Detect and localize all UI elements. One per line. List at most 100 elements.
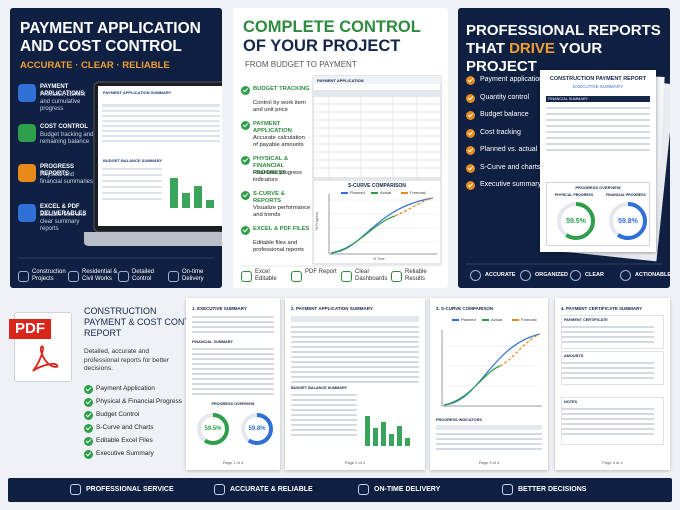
row <box>561 423 654 425</box>
footer-text: Excel Editable <box>255 269 277 282</box>
row <box>546 149 650 151</box>
gauge-arc <box>197 413 229 445</box>
table-head <box>436 425 542 430</box>
row <box>192 393 274 395</box>
page-footer: Page 1 of 4 <box>222 460 244 465</box>
section-title: NOTES <box>564 400 578 404</box>
row <box>192 368 274 370</box>
row <box>291 356 419 358</box>
gauge-value: 59.5% <box>566 217 586 225</box>
title-part: YOUR PROJECT <box>466 40 603 75</box>
feature-title: PHYSICAL & FINANCIAL PROGRESS <box>253 156 289 176</box>
title: PAYMENT APPLICATION AND COST CONTROL <box>20 20 201 56</box>
section-title: FINANCIAL SUMMARY <box>192 340 233 344</box>
report-page: 2. PAYMENT APPLICATION SUMMARY Page 2 of … <box>285 298 425 470</box>
tagline: ACCURATE · CLEAR · RELIABLE <box>20 60 170 71</box>
row <box>561 341 654 343</box>
footer-icon <box>18 271 29 282</box>
title: COMPLETE CONTROL OF YOUR PROJECT <box>243 18 421 56</box>
check <box>241 121 250 130</box>
chart-bar <box>373 428 378 446</box>
bar-icon <box>70 484 81 495</box>
check-item: Executive Summary <box>96 450 154 457</box>
check <box>466 93 475 103</box>
row <box>291 414 357 416</box>
report-page: 4. PAYMENT CERTIFICATE SUMMARY Page 4 of … <box>555 298 670 470</box>
row <box>192 358 274 360</box>
legend-label: Planned <box>461 317 476 322</box>
bar-text: BETTER DECISIONS <box>518 486 587 493</box>
chart-bar <box>365 416 370 446</box>
gauge-arc <box>557 202 595 240</box>
title-line: THAT DRIVE YOUR PROJECT <box>466 40 670 76</box>
bar-text: PROFESSIONAL SERVICE <box>86 486 174 493</box>
subtitle: FROM BUDGET TO PAYMENT <box>245 60 357 69</box>
report-section: FINANCIAL SUMMARY <box>546 96 650 102</box>
check <box>84 424 93 433</box>
title-part: THAT <box>466 40 505 57</box>
chart-title: S-CURVE COMPARISON <box>348 183 406 189</box>
check <box>84 437 93 446</box>
row <box>436 438 542 440</box>
row <box>546 131 650 133</box>
footer-icon <box>341 271 352 282</box>
report-subtitle: EXECUTIVE SUMMARY <box>573 84 623 89</box>
bar-icon <box>358 484 369 495</box>
graphics <box>241 75 442 267</box>
center-panel: COMPLETE CONTROL OF YOUR PROJECT FROM BU… <box>233 8 448 288</box>
footer-icon <box>118 271 129 282</box>
feature-title: S-CURVE & REPORTS <box>253 191 285 204</box>
bar-icon <box>502 484 513 495</box>
footer-text: Residential & Civil Works <box>82 269 118 282</box>
check <box>466 163 475 173</box>
row <box>291 331 419 333</box>
row <box>192 331 274 333</box>
gauge-value: 59.5% <box>204 426 222 432</box>
row <box>561 408 654 410</box>
check-item: S-Curve and Charts <box>96 424 154 431</box>
check-item: Payment Application <box>96 385 155 392</box>
item: S-Curve and charts <box>480 163 541 171</box>
title-line: PAYMENT APPLICATION <box>20 20 201 37</box>
check <box>84 450 93 459</box>
title: PROFESSIONAL REPORTS THAT DRIVE YOUR PRO… <box>466 22 670 76</box>
row <box>291 341 419 343</box>
footer-icon <box>520 270 531 281</box>
footer-text: ORGANIZED <box>535 272 568 278</box>
row <box>192 383 274 385</box>
row <box>436 443 542 445</box>
row <box>291 419 357 421</box>
row <box>291 336 419 338</box>
row <box>291 404 357 406</box>
bottom-bar: PROFESSIONAL SERVICE ACCURATE & RELIABLE O… <box>8 478 672 502</box>
row <box>192 363 274 365</box>
page-title: 2. PAYMENT APPLICATION SUMMARY <box>291 306 373 311</box>
title-line: CONSTRUCTION <box>84 306 157 316</box>
feature-title: EXCEL & PDF DELIVERABLES <box>40 204 87 217</box>
page-footer: Page 2 of 4 <box>344 460 366 465</box>
pdf-icon: PDF <box>9 312 72 382</box>
row <box>291 429 357 431</box>
item: Cost tracking <box>480 128 521 136</box>
feature-text: Budget tracking and remaining balance <box>40 132 94 145</box>
feature-icon <box>18 164 36 182</box>
s-curve <box>441 330 542 407</box>
row <box>546 107 650 109</box>
legend-label: Planned <box>350 190 365 195</box>
feature-title: BUDGET TRACKING <box>253 86 310 92</box>
row <box>291 371 419 373</box>
feature-title: COST CONTROL <box>40 124 88 130</box>
footer-text: Clear Dashboards <box>355 269 388 282</box>
title-line: AND COST CONTROL <box>20 38 182 55</box>
feature-text: Previous, current and cumulative progres… <box>40 92 86 112</box>
row <box>291 381 419 383</box>
item: Planned vs. actual <box>480 146 538 153</box>
footer-text: PDF Report <box>305 269 337 275</box>
title-line: REPORT <box>84 328 122 338</box>
check <box>466 181 475 190</box>
screen-title: PAYMENT APPLICATION SUMMARY <box>103 90 172 95</box>
title-highlight: DRIVE <box>509 40 555 57</box>
row <box>561 433 654 435</box>
